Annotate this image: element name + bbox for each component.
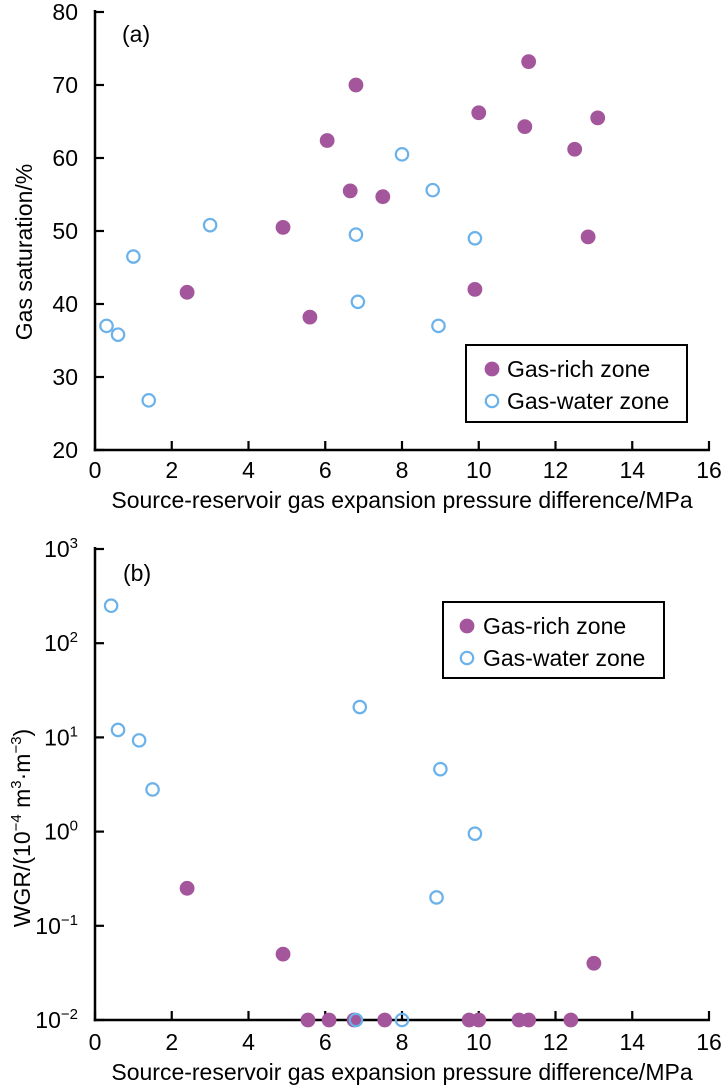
x-tick-label: 12 bbox=[543, 457, 569, 483]
x-tick-label: 4 bbox=[242, 457, 255, 483]
y-tick-label: 30 bbox=[52, 364, 78, 390]
y-axis-title: Gas saturation/% bbox=[11, 164, 37, 340]
y-axis-title: WGR/(10−4 m3·m−3) bbox=[8, 729, 35, 927]
gas-rich-point bbox=[342, 183, 358, 199]
gas-rich-point bbox=[302, 309, 318, 325]
gas-water-point bbox=[145, 782, 160, 797]
gas-rich-point bbox=[179, 880, 195, 896]
gas-rich-point bbox=[586, 955, 602, 971]
gas-water-point bbox=[110, 327, 126, 342]
gas-rich-point bbox=[567, 141, 583, 157]
x-tick-label: 8 bbox=[396, 457, 409, 483]
x-tick-label: 12 bbox=[543, 1029, 569, 1055]
gas-water-point bbox=[431, 318, 446, 334]
gas-rich-point bbox=[590, 110, 606, 126]
gas-water-point bbox=[110, 722, 126, 738]
gas-water-point bbox=[202, 217, 218, 233]
gas-water-point bbox=[103, 598, 119, 614]
x-tick-label: 16 bbox=[696, 457, 722, 483]
legend-gas-rich-marker bbox=[484, 361, 500, 377]
gas-water-point bbox=[433, 761, 448, 777]
y-tick-label: 100 bbox=[44, 818, 78, 845]
x-tick-label: 14 bbox=[619, 457, 645, 483]
gas-water-point bbox=[99, 318, 114, 334]
y-tick-label: 101 bbox=[44, 723, 78, 750]
y-tick-label: 40 bbox=[52, 291, 78, 317]
y-tick-label: 80 bbox=[52, 0, 78, 25]
gas-rich-point bbox=[179, 284, 195, 300]
legend-gas-water-marker bbox=[484, 393, 500, 409]
x-tick-label: 6 bbox=[319, 1029, 332, 1055]
x-tick-label: 2 bbox=[165, 457, 178, 483]
legend-gas-water-marker bbox=[459, 650, 475, 666]
x-tick-label: 4 bbox=[242, 1029, 255, 1055]
gas-rich-point bbox=[300, 1012, 316, 1028]
x-tick-label: 2 bbox=[165, 1029, 178, 1055]
gas-water-point bbox=[394, 147, 410, 162]
x-axis-title: Source-reservoir gas expansion pressure … bbox=[111, 487, 692, 513]
gas-rich-point bbox=[467, 282, 483, 297]
y-tick-label: 103 bbox=[44, 535, 78, 562]
gas-rich-point bbox=[275, 219, 291, 235]
gas-water-point bbox=[352, 699, 368, 715]
legend-box bbox=[442, 601, 665, 679]
gas-rich-point bbox=[580, 229, 596, 245]
gas-water-point bbox=[394, 1012, 410, 1028]
gas-water-point bbox=[425, 182, 440, 198]
gas-water-point bbox=[131, 733, 147, 748]
gas-rich-point bbox=[563, 1012, 579, 1028]
gas-rich-point bbox=[471, 105, 487, 121]
gas-rich-point bbox=[377, 1012, 393, 1028]
gas-rich-point bbox=[517, 119, 533, 135]
x-tick-label: 6 bbox=[319, 457, 332, 483]
y-tick-label: 60 bbox=[52, 145, 78, 171]
legend-gas-rich-label: Gas-rich zone bbox=[483, 613, 626, 639]
gas-water-point bbox=[126, 249, 141, 264]
legend-gas-water-label: Gas-water zone bbox=[507, 388, 669, 414]
x-tick-label: 0 bbox=[89, 1029, 102, 1055]
legend-gas-rich-label: Gas-rich zone bbox=[507, 356, 650, 382]
y-tick-label: 10−2 bbox=[35, 1006, 78, 1033]
gas-water-point bbox=[350, 294, 366, 310]
gas-water-point bbox=[348, 1012, 364, 1028]
gas-water-point bbox=[467, 231, 483, 246]
gas-water-point bbox=[429, 890, 444, 905]
x-tick-label: 8 bbox=[396, 1029, 409, 1055]
gas-rich-point bbox=[348, 77, 364, 93]
gas-rich-point bbox=[321, 1012, 337, 1028]
gas-water-point bbox=[467, 826, 483, 841]
gas-water-point bbox=[141, 393, 157, 408]
y-tick-label: 102 bbox=[44, 629, 78, 656]
x-tick-label: 16 bbox=[696, 1029, 722, 1055]
gas-rich-point bbox=[319, 133, 335, 148]
gas-rich-point bbox=[375, 189, 391, 205]
x-tick-label: 14 bbox=[619, 1029, 645, 1055]
gas-rich-point bbox=[521, 1012, 537, 1028]
gas-rich-point bbox=[471, 1012, 487, 1028]
panel-letter: (b) bbox=[123, 560, 151, 586]
legend-gas-water-label: Gas-water zone bbox=[483, 645, 645, 671]
legend-gas-rich-marker bbox=[459, 618, 475, 634]
x-axis-title: Source-reservoir gas expansion pressure … bbox=[111, 1059, 692, 1085]
x-tick-label: 0 bbox=[89, 457, 102, 483]
y-tick-label: 50 bbox=[52, 218, 78, 244]
legend-box bbox=[465, 344, 688, 423]
gas-water-point bbox=[348, 227, 364, 242]
x-tick-label: 10 bbox=[466, 1029, 492, 1055]
y-tick-label: 20 bbox=[52, 437, 78, 463]
gas-rich-point bbox=[521, 54, 537, 70]
panel-letter: (a) bbox=[122, 21, 150, 47]
y-tick-label: 70 bbox=[52, 72, 78, 98]
gas-rich-point bbox=[275, 946, 291, 962]
x-tick-label: 10 bbox=[466, 457, 492, 483]
y-tick-label: 10−1 bbox=[35, 912, 78, 939]
